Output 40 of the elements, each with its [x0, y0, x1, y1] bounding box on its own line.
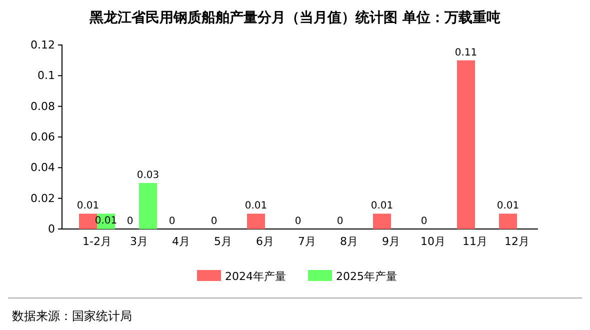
y-tick-label: 0.08 — [30, 100, 55, 113]
x-tick-label: 3月 — [130, 234, 148, 248]
bar — [499, 214, 517, 229]
data-label: 0.01 — [496, 200, 520, 212]
data-label: 0 — [420, 216, 428, 227]
source-note: 数据来源：国家统计局 — [12, 309, 132, 323]
chart-title: 黑龙江省民用钢质船舶产量分月（当月值）统计图 单位：万载重吨 — [88, 9, 500, 26]
data-label: 0.03 — [136, 170, 160, 181]
data-label: 0.01 — [370, 200, 394, 212]
bar — [373, 214, 391, 229]
x-tick-label: 9月 — [382, 234, 400, 248]
y-tick-label: 0.02 — [30, 192, 55, 205]
y-tick-label: 0.12 — [30, 38, 55, 52]
x-tick-label: 7月 — [298, 234, 316, 248]
bar — [247, 214, 265, 229]
data-label: 0 — [294, 216, 302, 227]
x-tick-label: 10月 — [420, 234, 446, 248]
x-tick-label: 1-2月 — [82, 234, 112, 248]
x-tick-label: 4月 — [172, 234, 190, 248]
x-tick-label: 6月 — [256, 234, 274, 248]
data-label: 0.11 — [454, 47, 478, 58]
x-tick-label: 11月 — [462, 234, 488, 248]
y-tick-label: 0.1 — [38, 69, 55, 82]
data-label: 0.01 — [76, 200, 100, 212]
bar — [79, 214, 97, 229]
y-tick-label: 0 — [48, 222, 55, 236]
legend-label: 2024年产量 — [225, 270, 286, 283]
bar — [139, 183, 157, 229]
x-tick-label: 12月 — [504, 234, 530, 248]
data-label: 0.01 — [244, 200, 268, 212]
y-tick-label: 0.04 — [30, 161, 55, 174]
data-label: 0 — [336, 216, 344, 227]
x-tick-label: 8月 — [340, 234, 358, 248]
y-tick-label: 0.06 — [30, 130, 55, 144]
x-tick-label: 5月 — [214, 234, 232, 248]
legend-label: 2025年产量 — [336, 270, 397, 283]
bar — [457, 60, 475, 229]
data-label: 0 — [126, 216, 134, 227]
data-label: 0 — [168, 216, 176, 227]
data-label: 0 — [210, 216, 218, 227]
